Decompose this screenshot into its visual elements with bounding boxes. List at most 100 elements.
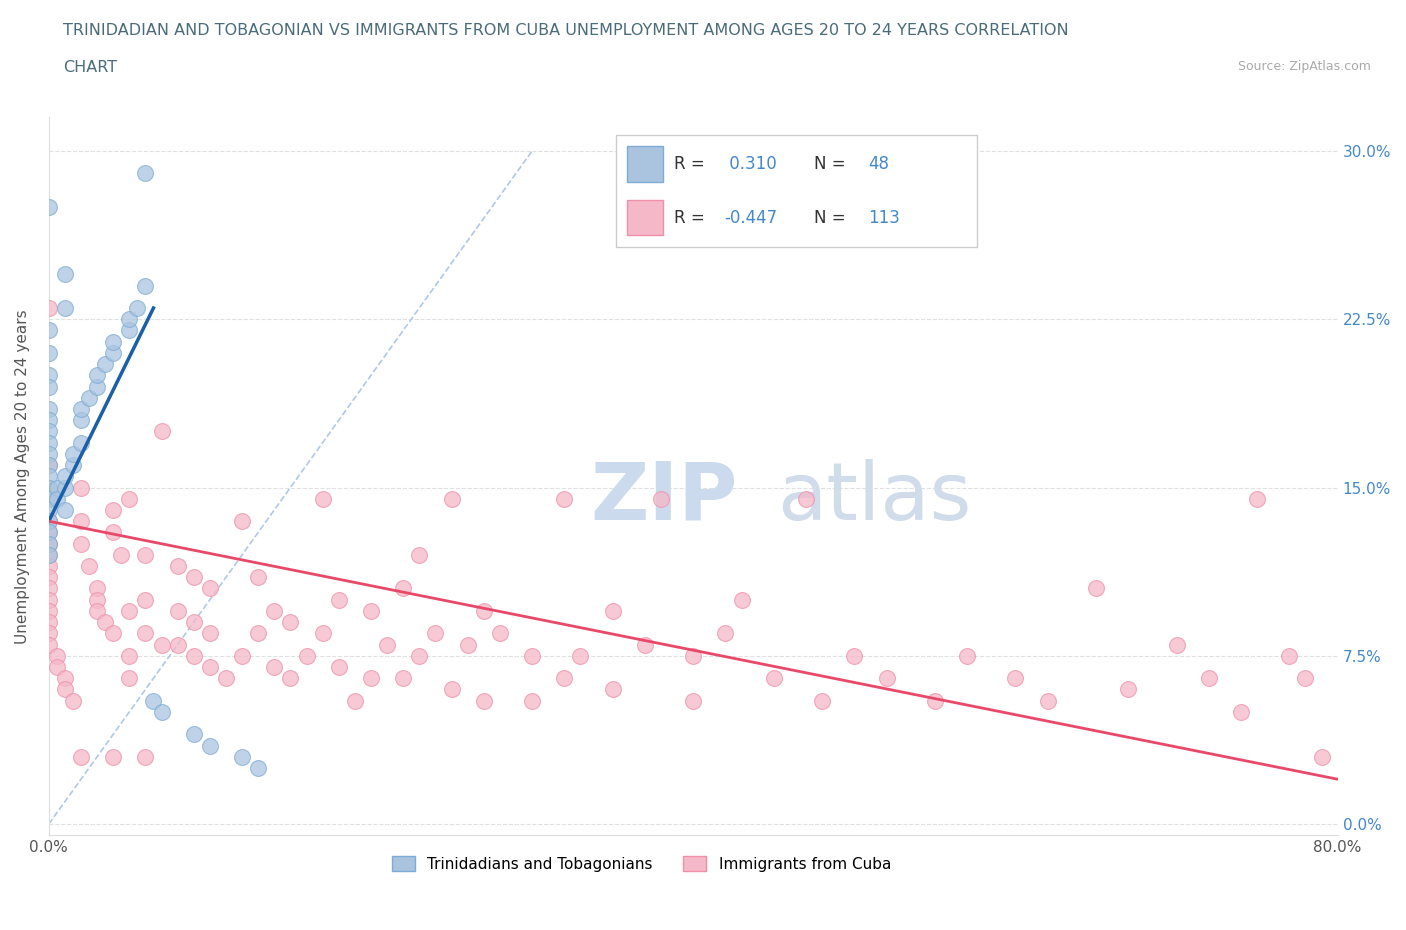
Point [45, 648, 67, 663]
Point [70, 513, 93, 528]
Point [53, 480, 76, 495]
Point [38, 300, 60, 315]
Point [134, 548, 156, 563]
Text: Source: ZipAtlas.com: Source: ZipAtlas.com [1237, 60, 1371, 73]
Point [215, 671, 238, 685]
Point [520, 693, 543, 708]
Point [375, 637, 398, 652]
Point [38, 525, 60, 539]
Point [38, 480, 60, 495]
Point [280, 615, 302, 630]
Point [38, 548, 60, 563]
Point [150, 637, 173, 652]
Point [38, 345, 60, 360]
Point [70, 413, 93, 428]
Point [77, 559, 100, 574]
Point [38, 491, 60, 506]
Point [38, 424, 60, 439]
Point [38, 513, 60, 528]
Point [38, 570, 60, 585]
Point [86, 604, 108, 618]
Point [53, 671, 76, 685]
Point [1246, 491, 1268, 506]
Point [118, 323, 141, 338]
Point [956, 648, 979, 663]
Point [392, 581, 415, 596]
Point [166, 559, 188, 574]
Point [569, 648, 592, 663]
Point [924, 693, 946, 708]
Point [1294, 671, 1316, 685]
Point [134, 626, 156, 641]
Point [876, 671, 898, 685]
Point [62, 458, 84, 472]
Point [408, 548, 430, 563]
Point [472, 693, 495, 708]
Point [489, 626, 512, 641]
Point [1084, 581, 1107, 596]
Point [343, 693, 366, 708]
Point [77, 391, 100, 405]
Point [38, 581, 60, 596]
Point [38, 615, 60, 630]
Point [183, 615, 205, 630]
Point [38, 491, 60, 506]
Point [714, 626, 737, 641]
Point [118, 491, 141, 506]
Point [103, 334, 125, 349]
Point [38, 537, 60, 551]
Point [118, 671, 141, 685]
Point [142, 693, 165, 708]
Point [70, 480, 93, 495]
Point [520, 648, 543, 663]
Point [38, 513, 60, 528]
Point [440, 682, 463, 697]
Point [38, 469, 60, 484]
Point [86, 368, 108, 383]
Text: TRINIDADIAN AND TOBAGONIAN VS IMMIGRANTS FROM CUBA UNEMPLOYMENT AMONG AGES 20 TO: TRINIDADIAN AND TOBAGONIAN VS IMMIGRANTS… [63, 23, 1069, 38]
Point [457, 637, 479, 652]
Point [38, 604, 60, 618]
Point [844, 648, 866, 663]
Point [682, 693, 704, 708]
Point [247, 570, 270, 585]
Point [1166, 637, 1188, 652]
Point [408, 648, 430, 663]
Point [38, 200, 60, 215]
Point [103, 626, 125, 641]
Point [811, 693, 834, 708]
Point [1198, 671, 1220, 685]
Point [231, 648, 253, 663]
Point [150, 424, 173, 439]
Point [38, 413, 60, 428]
Point [38, 323, 60, 338]
Point [103, 345, 125, 360]
Point [730, 592, 752, 607]
Point [38, 592, 60, 607]
Point [103, 750, 125, 764]
Point [263, 659, 285, 674]
Point [86, 379, 108, 394]
Point [794, 491, 817, 506]
Point [280, 671, 302, 685]
Point [45, 480, 67, 495]
Point [53, 300, 76, 315]
Point [70, 750, 93, 764]
Point [134, 278, 156, 293]
Point [198, 626, 221, 641]
Point [263, 604, 285, 618]
Point [440, 491, 463, 506]
Point [103, 502, 125, 517]
Point [392, 671, 415, 685]
Point [70, 402, 93, 417]
Point [247, 626, 270, 641]
Point [38, 368, 60, 383]
Point [103, 525, 125, 539]
Point [1004, 671, 1026, 685]
Point [118, 604, 141, 618]
Point [650, 491, 672, 506]
Point [53, 267, 76, 282]
Point [682, 648, 704, 663]
Point [472, 604, 495, 618]
Point [86, 581, 108, 596]
